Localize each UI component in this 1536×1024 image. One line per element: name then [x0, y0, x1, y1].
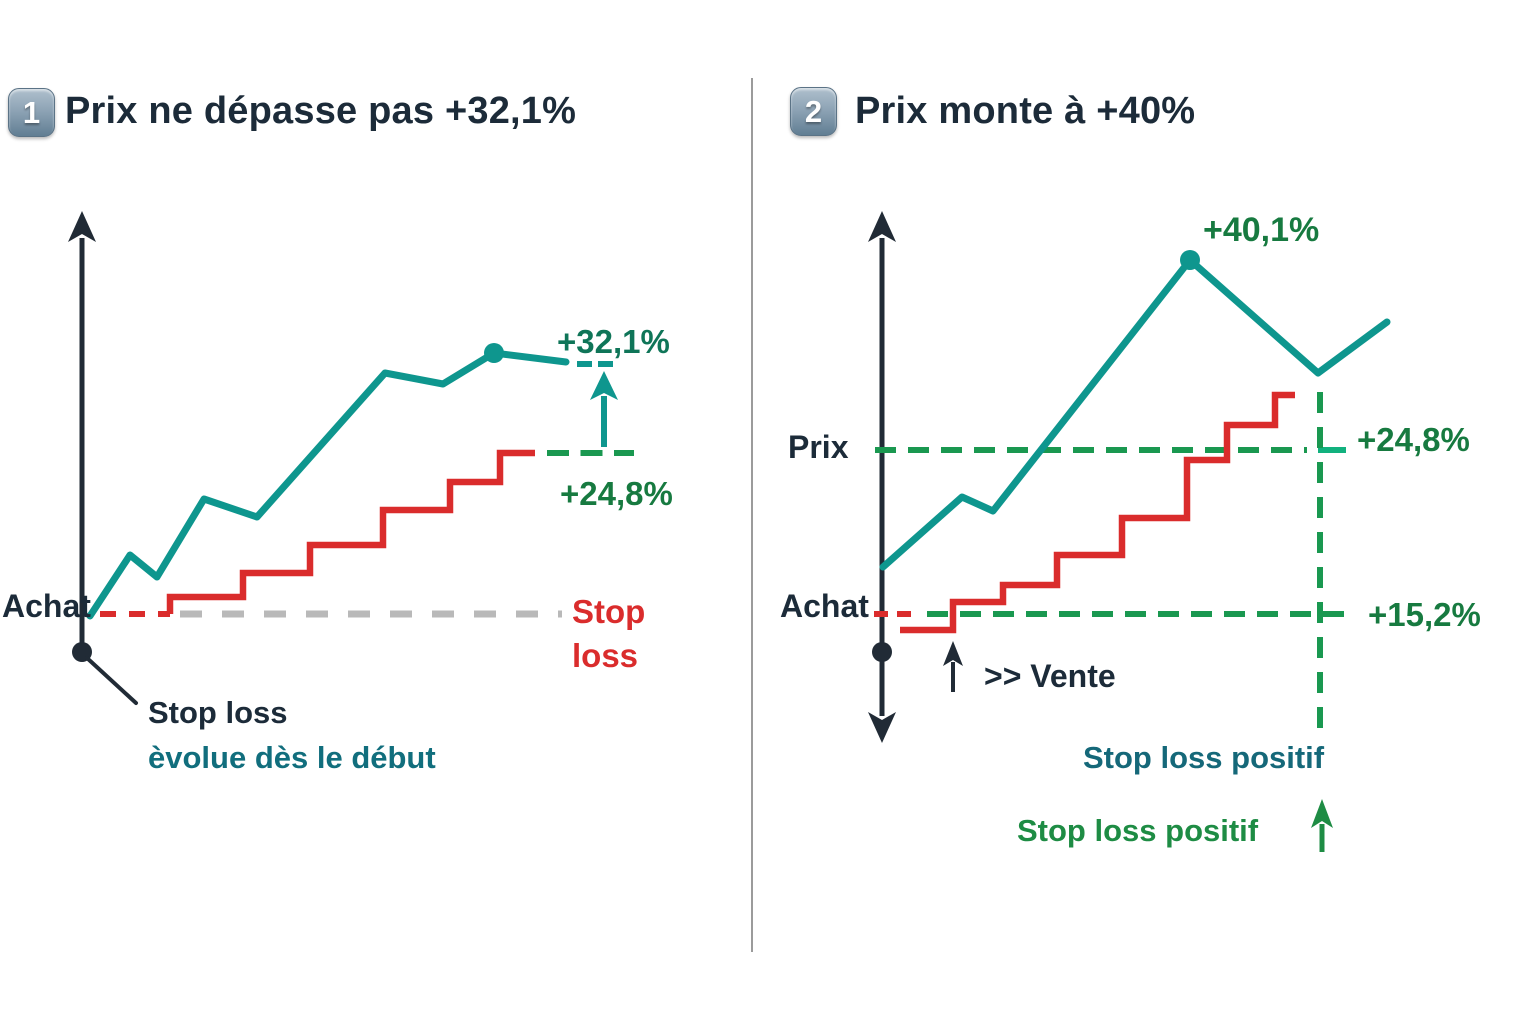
p2-axis-arrow-down-icon	[868, 712, 896, 743]
p2-prix-label: Prix	[788, 429, 849, 465]
panel2-number-badge: 2	[790, 87, 837, 136]
p1-stop-loss-label: Stop loss	[572, 590, 645, 678]
p2-peak-value-label: +40,1%	[1203, 211, 1320, 249]
p2-vente-label: >> Vente	[984, 658, 1116, 694]
p1-stop-loss-word2: loss	[572, 637, 639, 674]
panel1-number-badge: 1	[8, 88, 55, 137]
p1-axis-arrow-up-icon	[68, 211, 96, 242]
p2-sell-level-label: +24,8%	[1357, 421, 1470, 458]
p2-positif-arrow-icon	[1311, 799, 1333, 828]
p2-buy-dot	[872, 642, 892, 662]
p2-achat-label: Achat	[780, 588, 869, 624]
p1-stop-loss-word1: Stop	[572, 593, 646, 630]
p2-stop-level-label: +15,2%	[1368, 596, 1481, 633]
p1-callout-line	[85, 656, 138, 705]
panel1-title: Prix ne dépasse pas +32,1%	[65, 90, 577, 132]
p2-axis-arrow-up-icon	[868, 211, 896, 242]
panel2-title: Prix monte à +40%	[855, 90, 1196, 132]
p1-trail-value-label: +24,8%	[560, 475, 673, 512]
p1-gain-arrow-icon	[590, 371, 618, 400]
p2-stop-positif-teal-label: Stop loss positif	[1083, 740, 1325, 775]
p1-price-peak-dot	[484, 343, 504, 363]
p2-stop-positif-green-label: Stop loss positif	[1017, 813, 1259, 848]
p1-callout-caption: èvolue dès le début	[148, 740, 436, 775]
p2-price-line	[879, 256, 1391, 571]
p2-price-peak-dot	[1180, 250, 1200, 270]
p1-achat-label: Achat	[2, 588, 91, 624]
p1-callout-title: Stop loss	[148, 695, 288, 730]
p1-peak-value-label: +32,1%	[557, 323, 670, 360]
p1-price-line	[86, 349, 570, 620]
p2-vente-arrow-icon	[943, 641, 963, 666]
p2-stop-loss-step-line	[900, 391, 1295, 634]
p1-stop-loss-step-line	[166, 449, 535, 614]
